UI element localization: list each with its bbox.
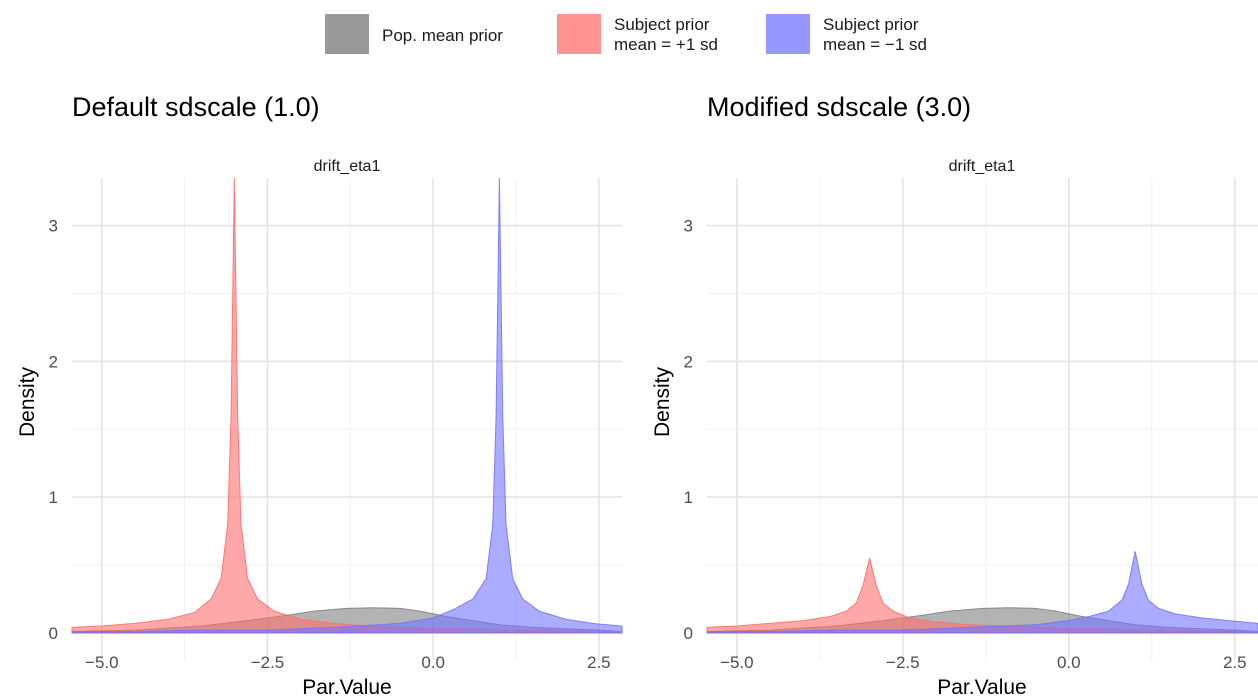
gridlines (707, 178, 1258, 660)
legend-swatch-subject-plus (557, 14, 601, 54)
x-tick-label: −5.0 (85, 653, 119, 672)
density-areas (71, 177, 623, 634)
facet-strip-label: drift_eta1 (314, 158, 381, 175)
y-axis-label: Density (16, 366, 39, 437)
y-tick-labels: 0 1 2 3 (684, 217, 693, 643)
legend-label-pop-mean: Pop. mean prior (382, 26, 503, 45)
x-tick-label: 0.0 (421, 653, 445, 672)
y-tick-label: 1 (49, 488, 58, 507)
legend-label-subject-minus-line1: Subject prior (823, 15, 919, 34)
legend-label-subject-minus-line2: mean = −1 sd (823, 35, 927, 54)
legend-swatch-subject-minus (766, 14, 810, 54)
y-tick-label: 2 (684, 352, 693, 371)
x-tick-label: 2.5 (587, 653, 611, 672)
panel-title: Default sdscale (1.0) (72, 92, 320, 122)
density-area-subject-prior-mean-1-sd (71, 177, 623, 634)
x-tick-label: −2.5 (251, 653, 285, 672)
x-tick-label: 0.0 (1057, 653, 1081, 672)
gridlines (72, 178, 622, 660)
x-tick-label: −2.5 (886, 653, 920, 672)
facet-strip-label: drift_eta1 (949, 158, 1016, 175)
y-tick-label: 3 (684, 217, 693, 236)
density-area-subject-prior-mean-1-sd (706, 551, 1258, 634)
y-axis-label: Density (651, 366, 674, 437)
y-tick-label: 2 (49, 352, 58, 371)
x-tick-label: 2.5 (1223, 653, 1247, 672)
density-areas (706, 551, 1258, 634)
x-tick-labels: −5.0 −2.5 0.0 2.5 (720, 653, 1246, 672)
x-axis-label: Par.Value (937, 676, 1027, 699)
y-tick-label: 0 (49, 624, 58, 643)
y-tick-labels: 0 1 2 3 (49, 217, 58, 643)
y-tick-label: 1 (684, 488, 693, 507)
x-tick-label: −5.0 (720, 653, 754, 672)
panel-title: Modified sdscale (3.0) (707, 92, 971, 122)
x-axis-label: Par.Value (302, 676, 392, 699)
legend-swatch-pop-mean (325, 14, 369, 54)
panel-default-sdscale: Default sdscale (1.0) drift_eta1 0 1 2 3 −5… (16, 92, 623, 699)
legend-label-subject-plus-line1: Subject prior (614, 15, 710, 34)
panel-modified-sdscale: Modified sdscale (3.0) drift_eta1 0 1 2 3 −… (651, 92, 1258, 699)
y-tick-label: 3 (49, 217, 58, 236)
y-tick-label: 0 (684, 624, 693, 643)
legend-label-subject-plus-line2: mean = +1 sd (614, 35, 718, 54)
x-tick-labels: −5.0 −2.5 0.0 2.5 (85, 653, 611, 672)
legend: Pop. mean prior Subject prior mean = +1 … (325, 14, 927, 54)
